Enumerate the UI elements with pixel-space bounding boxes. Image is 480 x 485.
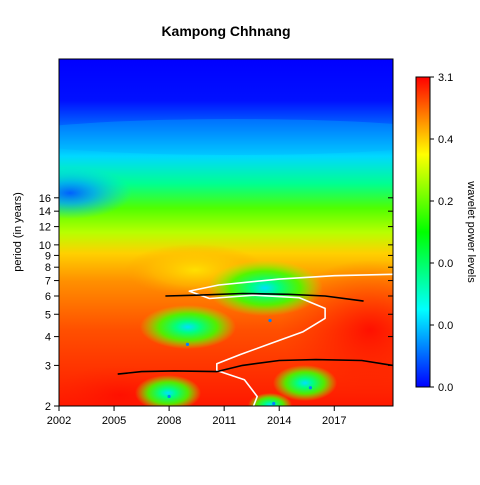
power-ridge (165, 292, 364, 302)
colorbar-tick-label: 0.0 (438, 320, 453, 332)
low-power-zone (135, 375, 201, 406)
x-tick-label: 2008 (157, 415, 181, 427)
low-power-zone (248, 393, 292, 406)
chart-title: Kampong Chhnang (161, 23, 290, 39)
y-tick-label: 16 (39, 193, 51, 205)
y-tick-label: 9 (45, 250, 51, 262)
low-power-marker (167, 394, 171, 399)
x-tick-label: 2011 (212, 415, 236, 427)
x-tick-label: 2005 (102, 415, 126, 427)
low-power-marker (308, 386, 313, 390)
upper-blue-band (59, 119, 393, 155)
plot-frame (58, 58, 394, 407)
colorbar-tick-label: 0.2 (438, 196, 453, 208)
colorbar-tick-label: 0.0 (438, 382, 453, 394)
y-tick-label: 5 (45, 309, 51, 321)
x-tick-label: 2002 (47, 415, 71, 427)
x-axis: 2002 2005 2008 2011 2014 2017 (47, 406, 347, 427)
y-tick-label: 4 (45, 332, 51, 344)
x-tick-label: 2014 (267, 415, 291, 427)
low-power-marker (268, 318, 272, 323)
low-power-zone (273, 365, 337, 401)
low-power-marker (272, 401, 276, 406)
y-tick-label: 2 (45, 401, 51, 413)
colorbar-tick-label: 3.1 (438, 72, 453, 84)
low-power-zone (140, 305, 236, 349)
colorbar-tick-label: 0.4 (438, 134, 453, 146)
y-tick-label: 12 (39, 222, 51, 234)
y-tick-label: 6 (45, 291, 51, 303)
colorbar-tick-label: 0.0 (438, 258, 453, 270)
colorbar-gradient (415, 76, 431, 388)
low-power-zone (59, 167, 132, 219)
y-tick-label: 7 (45, 276, 51, 288)
x-tick-label: 2017 (322, 415, 346, 427)
y-axis-label: period (in years) (12, 192, 24, 271)
significance-contour (188, 273, 393, 406)
y-tick-label: 14 (39, 206, 51, 218)
colorbar-label: wavelet power levels (465, 180, 477, 283)
colorbar: 0.0 0.0 0.0 0.2 0.4 3.1 wavelet power levels (415, 72, 477, 394)
power-ridge (117, 358, 393, 375)
low-power-zone (207, 260, 323, 316)
y-tick-label: 10 (39, 240, 51, 252)
y-tick-label: 8 (45, 262, 51, 274)
wavelet-power-field (59, 59, 393, 406)
low-power-marker (185, 342, 190, 347)
y-tick-label: 3 (45, 360, 51, 372)
